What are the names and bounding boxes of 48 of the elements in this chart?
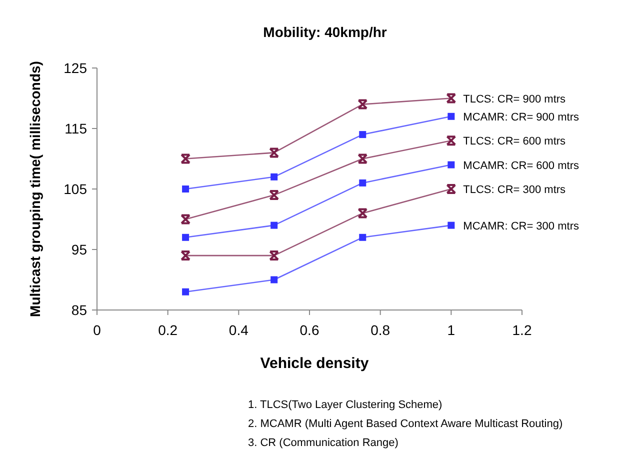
- x-tick-label: 0.4: [228, 322, 249, 338]
- chart-title: Mobility: 40kmp/hr: [263, 24, 388, 40]
- series-label: MCAMR: CR= 600 mtrs: [463, 160, 580, 172]
- y-tick-label: 85: [71, 302, 88, 318]
- point: [269, 250, 280, 261]
- point: [269, 190, 280, 200]
- x-tick-label: 0.8: [370, 322, 390, 338]
- x-tick-label: 0: [93, 322, 102, 338]
- point: [446, 184, 456, 194]
- x-tick-label: 1.2: [512, 322, 532, 338]
- point: [180, 250, 191, 261]
- point: [358, 208, 368, 218]
- x-tick-label: 0.2: [158, 322, 178, 338]
- point: [358, 99, 368, 110]
- y-tick-label: 105: [64, 181, 88, 197]
- text: 3. CR (Communication Range): [248, 437, 398, 449]
- point: [448, 161, 455, 168]
- y-tick-label: 125: [64, 60, 88, 76]
- point: [270, 222, 278, 229]
- point: [358, 154, 368, 164]
- series-label: MCAMR: CR= 300 mtrs: [463, 220, 580, 232]
- x-tick-label: 1: [447, 322, 456, 338]
- point: [359, 234, 366, 241]
- x-tick-label: 0.6: [300, 322, 320, 338]
- point: [180, 154, 191, 164]
- series-label: TLCS: CR= 600 mtrs: [463, 136, 566, 148]
- point: [182, 234, 190, 241]
- y-tick-label: 115: [64, 120, 88, 136]
- point: [182, 288, 190, 296]
- point: [446, 93, 456, 104]
- point: [359, 179, 366, 186]
- point: [270, 173, 278, 180]
- point: [448, 112, 455, 120]
- y-axis-title: Multicast grouping time( milliseconds): [27, 61, 43, 317]
- series-label: MCAMR: CR= 900 mtrs: [463, 111, 580, 124]
- point: [180, 214, 191, 224]
- point: [359, 131, 366, 138]
- point: [269, 148, 280, 158]
- series-label: TLCS: CR= 300 mtrs: [463, 184, 566, 196]
- text: 1. TLCS(Two Layer Clustering Scheme): [248, 399, 442, 411]
- text: 2. MCAMR (Multi Agent Based Context Aware Multicast Routing): [248, 418, 563, 430]
- point: [446, 136, 456, 146]
- point: [448, 222, 455, 229]
- x-axis-title: Vehicle density: [260, 355, 370, 372]
- series-label: TLCS: CR= 900 mtrs: [463, 93, 566, 106]
- point: [182, 186, 190, 192]
- y-tick-label: 95: [71, 242, 88, 258]
- point: [270, 276, 278, 284]
